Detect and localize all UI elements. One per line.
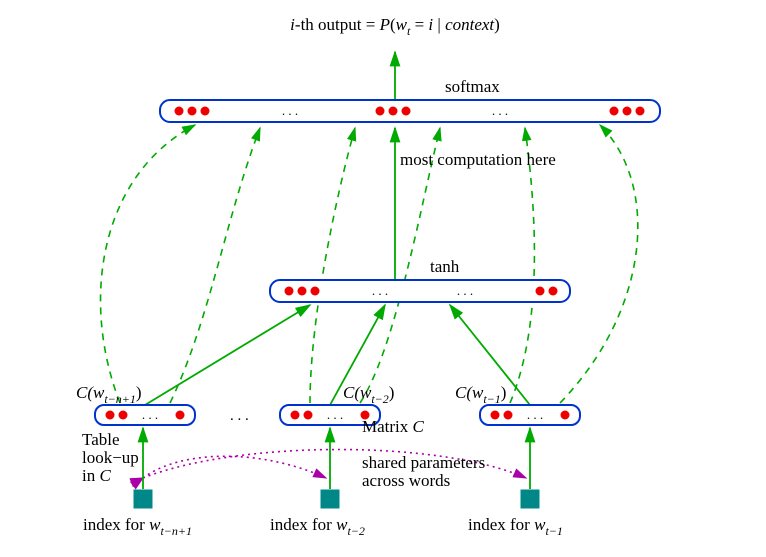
ellipsis-between: . . .	[230, 408, 249, 424]
unit-dot	[536, 287, 545, 296]
unit-dot	[188, 107, 197, 116]
text-span: most computation here	[400, 150, 556, 169]
unit-dot	[376, 107, 385, 116]
ellipsis: . . .	[282, 103, 298, 118]
unit-dot	[291, 411, 300, 420]
index-label-1: index for wt−n+1	[83, 515, 192, 538]
index-box	[521, 490, 539, 508]
text-span: t−n+1	[104, 392, 136, 406]
unit-dot	[623, 107, 632, 116]
index-box	[321, 490, 339, 508]
text-span: -th output =	[295, 15, 380, 34]
text-span: )	[136, 383, 142, 402]
dashed-arrow	[101, 125, 195, 403]
unit-dot	[176, 411, 185, 420]
text-span: context	[445, 15, 495, 34]
unit-dot	[549, 287, 558, 296]
text-span: Matrix	[362, 417, 413, 436]
shared-params-1: shared parameters	[362, 453, 485, 472]
unit-dot	[311, 287, 320, 296]
softmax-label: softmax	[445, 77, 500, 96]
text-span: P	[379, 15, 390, 34]
shared-params-2: across words	[362, 471, 450, 490]
ellipsis: . . .	[327, 407, 343, 422]
unit-dot	[504, 411, 513, 420]
most-computation-label: most computation here	[400, 150, 556, 169]
c-label-2: C(wt−2)	[343, 383, 394, 406]
ellipsis: . . .	[492, 103, 508, 118]
text-span: t−1	[545, 524, 562, 538]
unit-dot	[201, 107, 210, 116]
text-span: t−n+1	[160, 524, 192, 538]
text-span: index for	[270, 515, 336, 534]
text-span: C(w	[76, 383, 105, 402]
c-label-3: C(wt−1)	[455, 383, 506, 406]
text-span: w	[534, 515, 546, 534]
unit-dot	[389, 107, 398, 116]
unit-dot	[175, 107, 184, 116]
softmax-layer: . . . . . .	[160, 100, 660, 122]
dashed-arrow	[510, 128, 534, 403]
text-span: t−1	[483, 392, 500, 406]
output-label: i-th output = P(wt = i | context)	[290, 15, 500, 38]
text-span: in	[82, 466, 99, 485]
solid-arrow	[145, 305, 310, 405]
c-label-1: C(wt−n+1)	[76, 383, 142, 406]
index-label-2: index for wt−2	[270, 515, 365, 538]
text-span: C	[99, 466, 111, 485]
text-span: w	[336, 515, 348, 534]
dashed-arrows-group	[101, 125, 638, 403]
unit-dot	[298, 287, 307, 296]
ellipsis: . . .	[142, 407, 158, 422]
unit-dot	[304, 411, 313, 420]
text-span: C(w	[343, 383, 372, 402]
index-label-3: index for wt−1	[468, 515, 563, 538]
ellipsis: . . .	[527, 407, 543, 422]
text-span: t−2	[347, 524, 364, 538]
unit-dot	[636, 107, 645, 116]
text-span: w	[149, 515, 161, 534]
unit-dot	[491, 411, 500, 420]
text-span: t−2	[371, 392, 388, 406]
text-span: index for	[83, 515, 149, 534]
text-span: )	[494, 15, 500, 34]
text-span: |	[433, 15, 445, 34]
text-span: )	[389, 383, 395, 402]
unit-dot	[285, 287, 294, 296]
unit-dot	[106, 411, 115, 420]
shared-param-curve	[143, 456, 326, 478]
dashed-arrow	[360, 128, 440, 403]
text-span: C(w	[455, 383, 484, 402]
text-span: look−up	[82, 448, 139, 467]
text-span: index for	[468, 515, 534, 534]
tanh-layer: . . . . . .	[270, 280, 570, 302]
text-span: tanh	[430, 257, 460, 276]
dashed-arrow	[560, 125, 638, 403]
table-lookup-1: Table	[82, 430, 120, 449]
text-span: C	[413, 417, 425, 436]
unit-dot	[561, 411, 570, 420]
index-box	[134, 490, 152, 508]
dashed-arrow	[310, 128, 355, 403]
embedding-box-3: . . .	[480, 405, 580, 425]
text-span: Table	[82, 430, 120, 449]
tanh-label: tanh	[430, 257, 460, 276]
unit-dot	[402, 107, 411, 116]
table-lookup-2: look−up	[82, 448, 139, 467]
table-lookup-3: in C	[82, 466, 111, 485]
ellipsis: . . .	[372, 283, 388, 298]
text-span: w	[396, 15, 408, 34]
embedding-box-1: . . .	[95, 405, 195, 425]
ellipsis: . . .	[457, 283, 473, 298]
text-span: across words	[362, 471, 450, 490]
unit-dot	[119, 411, 128, 420]
text-span: )	[501, 383, 507, 402]
text-span: softmax	[445, 77, 500, 96]
unit-dot	[610, 107, 619, 116]
matrix-c-label: Matrix C	[362, 417, 425, 436]
text-span: =	[410, 15, 428, 34]
text-span: shared parameters	[362, 453, 485, 472]
